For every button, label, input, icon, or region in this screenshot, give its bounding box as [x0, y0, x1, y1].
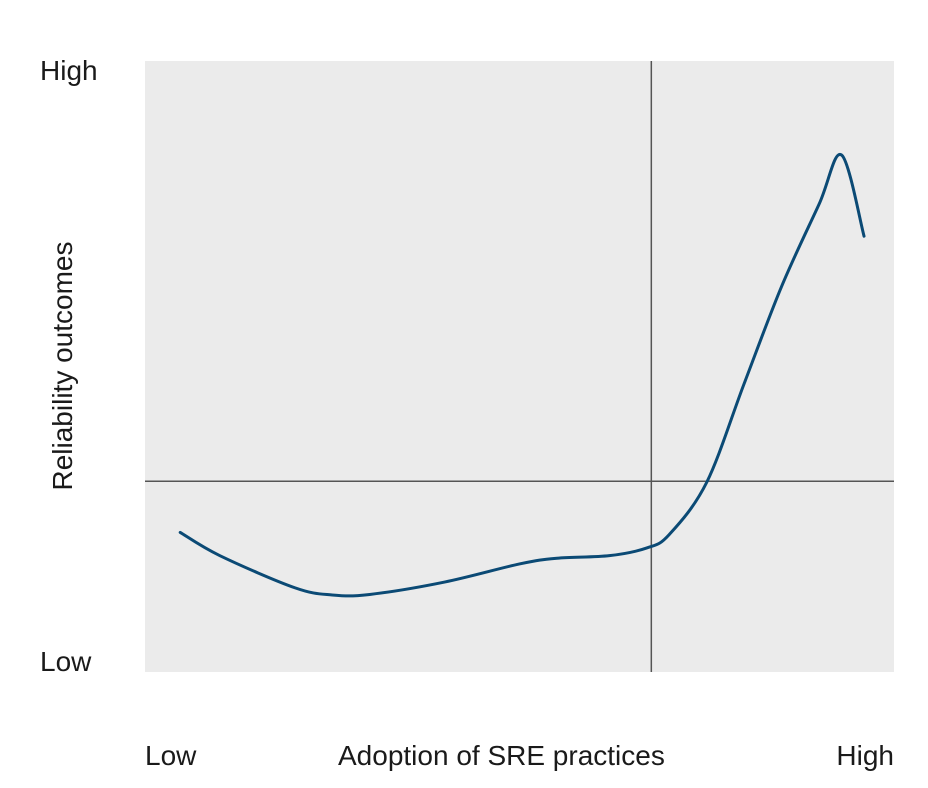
y-tick-high: High — [40, 55, 98, 86]
y-axis-label: Reliability outcomes — [47, 241, 78, 491]
y-tick-low: Low — [40, 646, 92, 677]
x-axis-label: Adoption of SRE practices — [338, 740, 665, 771]
series-line — [178, 153, 866, 598]
x-tick-low: Low — [145, 740, 197, 771]
x-tick-high: High — [836, 740, 894, 771]
plot-area — [145, 61, 894, 672]
